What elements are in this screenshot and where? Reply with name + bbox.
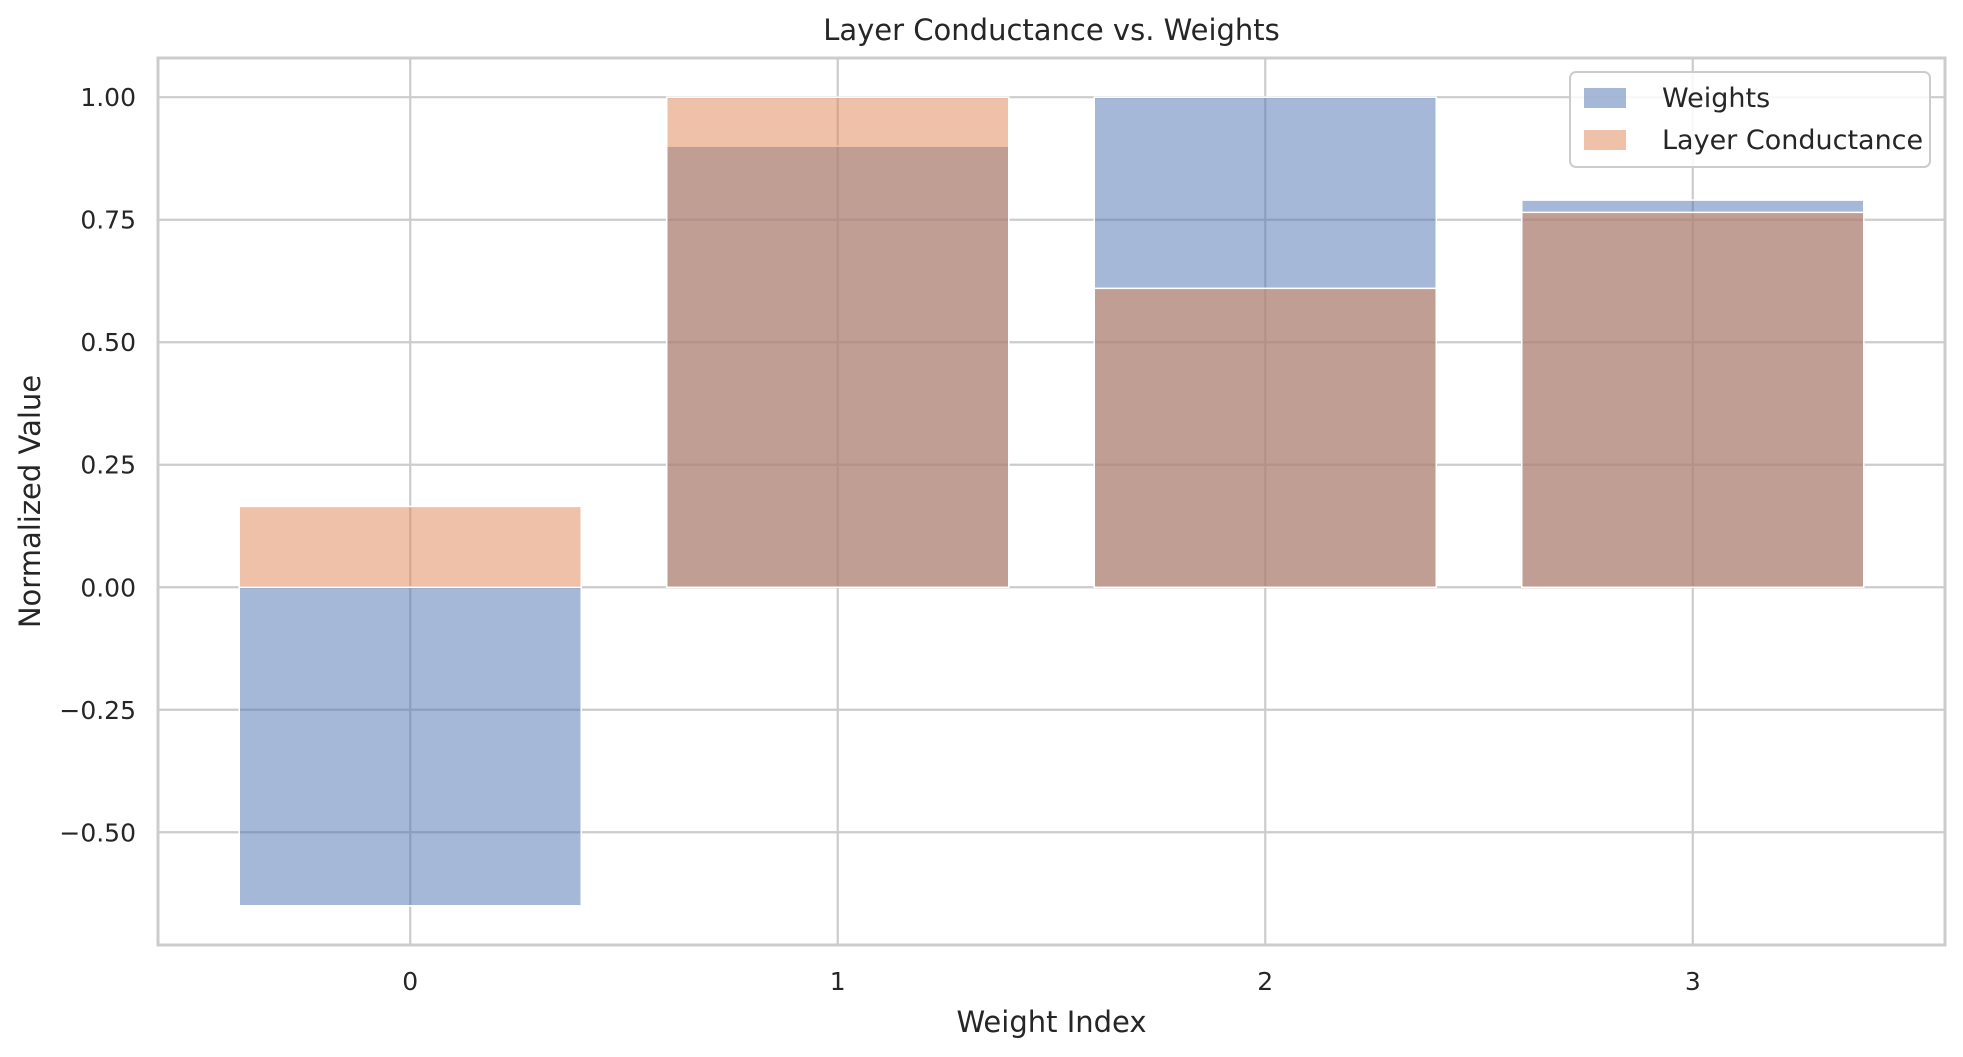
- x-tick-label: 2: [1257, 967, 1273, 996]
- y-tick-label: −0.25: [59, 696, 136, 725]
- chart-title: Layer Conductance vs. Weights: [823, 13, 1280, 47]
- y-tick-label: 0.75: [80, 206, 136, 235]
- legend-box: [1569, 71, 1931, 168]
- bars: [238, 96, 1865, 907]
- plot-frame: [156, 56, 1947, 947]
- x-tick-label: 0: [402, 967, 418, 996]
- y-tick-label: 0.00: [80, 573, 136, 602]
- y-tick-label: −0.50: [59, 818, 136, 847]
- bar-layer-conductance-1: [665, 96, 1010, 589]
- legend-label-weights: Weights: [1662, 83, 1770, 114]
- legend-label-layer-conductance: Layer Conductance: [1662, 125, 1923, 156]
- bar-layer-conductance-3: [1521, 211, 1865, 589]
- legend-swatch-weights: [1584, 88, 1626, 108]
- legend-swatch-layer-conductance: [1584, 130, 1626, 150]
- x-tick-label: 1: [830, 967, 846, 996]
- bar-weights-0: [238, 586, 582, 907]
- y-axis-label: Normalized Value: [13, 375, 47, 628]
- y-ticks: −0.50 −0.25 0.00 0.25 0.50 0.75 1.00: [59, 83, 136, 847]
- bar-layer-conductance-2: [1093, 287, 1438, 589]
- y-tick-label: 0.50: [80, 328, 136, 357]
- bar-layer-conductance-0: [238, 505, 582, 589]
- x-ticks: 0 1 2 3: [402, 967, 1700, 996]
- y-tick-label: 1.00: [80, 83, 136, 112]
- x-axis-label: Weight Index: [956, 1005, 1146, 1039]
- legend: Weights Layer Conductance: [1569, 71, 1931, 168]
- y-tick-label: 0.25: [80, 451, 136, 480]
- x-tick-label: 3: [1685, 967, 1701, 996]
